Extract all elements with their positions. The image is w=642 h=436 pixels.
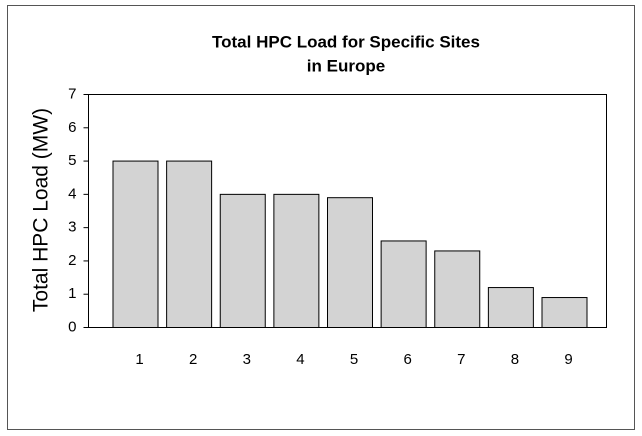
bar	[487, 287, 534, 328]
y-tick-label: 3	[68, 219, 76, 236]
y-tick-label: 4	[68, 185, 76, 202]
bar	[166, 160, 213, 328]
x-tick-label: 8	[511, 351, 519, 368]
bar	[327, 197, 373, 328]
y-tick-label: 6	[68, 119, 76, 136]
x-tick-label: 6	[403, 351, 411, 368]
chart-title: Total HPC Load for Specific Sites	[212, 32, 480, 51]
x-tick-label: 4	[296, 351, 304, 368]
y-tick-label: 1	[68, 285, 76, 302]
x-tick-label: 9	[564, 351, 572, 368]
bar	[541, 297, 588, 328]
y-axis-label: Total HPC Load (MW)	[30, 108, 53, 312]
bar	[219, 193, 266, 328]
x-tick-label: 2	[189, 351, 197, 368]
y-tick-label: 7	[68, 85, 76, 102]
y-tick-label: 5	[68, 152, 76, 169]
bar	[273, 193, 320, 328]
chart-title: in Europe	[307, 56, 385, 75]
y-tick-label: 0	[68, 318, 76, 335]
bar	[380, 240, 427, 328]
x-tick-label: 1	[135, 351, 143, 368]
bar	[112, 160, 159, 328]
x-tick-label: 7	[457, 351, 465, 368]
y-tick-label: 2	[68, 252, 76, 269]
bar	[434, 250, 481, 328]
chart-frame	[7, 5, 635, 430]
x-tick-label: 5	[350, 351, 358, 368]
x-tick-label: 3	[243, 351, 251, 368]
